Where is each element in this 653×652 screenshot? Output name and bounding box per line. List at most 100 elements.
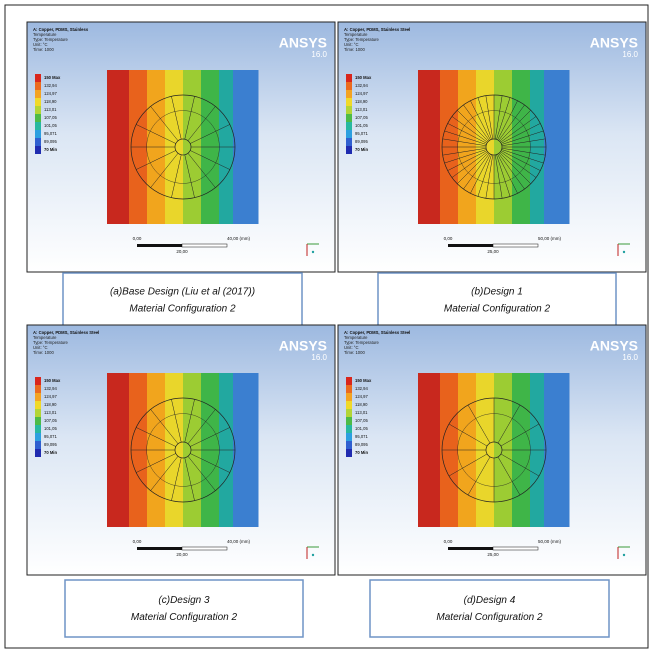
caption: Material Configuration 2 bbox=[131, 612, 238, 623]
version: 16.0 bbox=[622, 50, 638, 59]
design-spoke bbox=[184, 96, 195, 140]
legend-swatch bbox=[346, 138, 352, 146]
axis-triad bbox=[622, 250, 626, 254]
legend-label: 70 Min bbox=[44, 147, 57, 152]
scale-label: 50,00 (mm) bbox=[538, 539, 562, 544]
caption-box bbox=[64, 579, 304, 638]
scale-label: 50,00 (mm) bbox=[538, 236, 562, 241]
design-spoke bbox=[499, 152, 531, 184]
design-hub bbox=[485, 441, 503, 459]
design-spoke bbox=[190, 427, 230, 447]
legend-swatch bbox=[346, 122, 352, 130]
caption: (d)Design 4 bbox=[464, 595, 516, 606]
design-spoke bbox=[187, 456, 216, 491]
design-spoke bbox=[501, 150, 541, 171]
scale-bar bbox=[137, 547, 182, 550]
legend-label: 150 Max bbox=[355, 378, 372, 383]
header-line: Time: 1000 bbox=[344, 350, 365, 355]
design-spoke bbox=[495, 95, 503, 140]
legend-swatch bbox=[346, 401, 352, 409]
legend-swatch bbox=[346, 377, 352, 385]
design-spoke bbox=[184, 154, 195, 198]
design-spoke bbox=[500, 151, 537, 178]
header-line: Temperature bbox=[344, 32, 368, 37]
scale-label: 0,00 bbox=[444, 539, 453, 544]
legend-label: 95,071 bbox=[44, 131, 57, 136]
header-line: Temperature bbox=[33, 335, 57, 340]
design-spoke bbox=[498, 104, 525, 141]
header-title: A: Copper, PDMS, Stainless Steel bbox=[344, 27, 410, 32]
legend-swatch bbox=[346, 417, 352, 425]
design-spoke bbox=[136, 427, 176, 447]
version: 16.0 bbox=[311, 353, 327, 362]
header-line: Unit: °C bbox=[33, 42, 47, 47]
legend-label: 107,05 bbox=[44, 115, 57, 120]
legend-label: 113,01 bbox=[44, 107, 57, 112]
header-line: Time: 1000 bbox=[33, 47, 54, 52]
caption: (a)Base Design (Liu et al (2017)) bbox=[110, 287, 255, 298]
legend-swatch bbox=[35, 417, 41, 425]
scale-bar bbox=[181, 243, 228, 248]
legend-swatch bbox=[35, 401, 41, 409]
legend-swatch bbox=[346, 449, 352, 457]
legend-swatch bbox=[35, 82, 41, 90]
legend-swatch bbox=[346, 106, 352, 114]
design-spoke bbox=[448, 423, 488, 447]
legend-swatch bbox=[346, 82, 352, 90]
legend-label: 101,05 bbox=[355, 426, 368, 431]
design-spoke bbox=[190, 150, 230, 170]
header-line: Unit: °C bbox=[33, 345, 47, 350]
axis-triad bbox=[311, 250, 315, 254]
legend-label: 113,01 bbox=[355, 107, 368, 112]
header-line: Type: Temperature bbox=[344, 37, 380, 42]
caption-box bbox=[62, 272, 303, 328]
brand: ANSYS bbox=[279, 35, 327, 51]
design-spoke bbox=[171, 399, 182, 443]
header-line: Unit: °C bbox=[344, 345, 358, 350]
legend-label: 89,095 bbox=[44, 442, 57, 447]
scale-label: 25,00 bbox=[487, 249, 499, 254]
panel: A: Copper, PDMS, Stainless SteelTemperat… bbox=[26, 324, 336, 576]
legend-label: 132,94 bbox=[355, 83, 368, 88]
legend-swatch bbox=[35, 122, 41, 130]
header-line: Time: 1000 bbox=[33, 350, 54, 355]
legend-swatch bbox=[35, 98, 41, 106]
design-spoke bbox=[500, 116, 537, 143]
legend-swatch bbox=[346, 393, 352, 401]
design-spoke bbox=[444, 149, 487, 164]
panel: A: Copper, PDMS, Stainless SteelTemperat… bbox=[337, 324, 647, 576]
design-spoke bbox=[501, 138, 546, 146]
design-spoke bbox=[485, 154, 493, 199]
legend-swatch bbox=[35, 377, 41, 385]
legend-label: 118,90 bbox=[44, 99, 57, 104]
legend-swatch bbox=[35, 425, 41, 433]
design-spoke bbox=[190, 124, 230, 144]
scale-label: 20,00 bbox=[176, 249, 188, 254]
scale-label: 40,00 (mm) bbox=[227, 539, 251, 544]
version: 16.0 bbox=[622, 353, 638, 362]
design-spoke bbox=[463, 153, 490, 190]
design-spoke bbox=[501, 130, 544, 145]
legend-swatch bbox=[346, 409, 352, 417]
brand: ANSYS bbox=[590, 35, 638, 51]
legend-label: 70 Min bbox=[355, 450, 368, 455]
design-spoke bbox=[457, 110, 489, 142]
design-spoke bbox=[150, 106, 179, 141]
scale-label: 25,00 bbox=[487, 552, 499, 557]
legend-swatch bbox=[35, 385, 41, 393]
header-title: A: Copper, PDMS, Stainless Steel bbox=[33, 330, 99, 335]
legend-label: 89,095 bbox=[44, 139, 57, 144]
caption: (c)Design 3 bbox=[158, 595, 210, 606]
header-line: Temperature bbox=[344, 335, 368, 340]
design-spoke bbox=[477, 154, 492, 197]
axis-triad bbox=[622, 553, 626, 557]
legend-label: 132,94 bbox=[44, 83, 57, 88]
legend-label: 124,97 bbox=[44, 394, 57, 399]
design-spoke bbox=[171, 96, 182, 140]
design-spoke bbox=[184, 399, 195, 443]
design-spoke bbox=[496, 154, 511, 197]
legend-swatch bbox=[35, 146, 41, 154]
legend-swatch bbox=[346, 130, 352, 138]
legend-label: 89,095 bbox=[355, 442, 368, 447]
legend-swatch bbox=[35, 393, 41, 401]
